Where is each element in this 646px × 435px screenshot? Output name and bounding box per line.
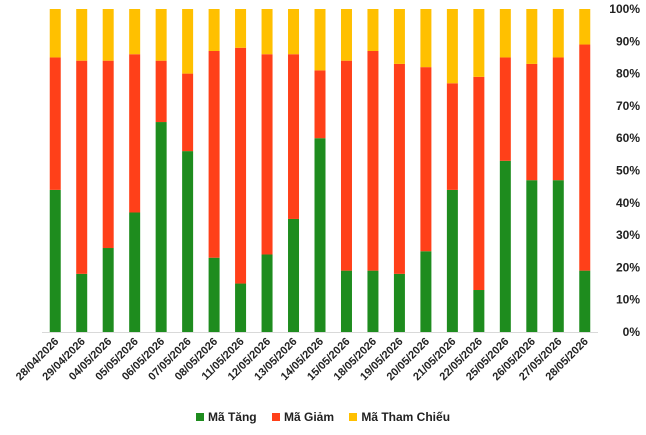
legend-item-ma-tham-chieu: Mã Tham Chiếu: [349, 410, 450, 424]
bar-segment-ma-tang-7: [235, 283, 247, 332]
bar-segment-ma-tang-6: [208, 257, 220, 332]
legend-swatch-ma-tang: [195, 413, 204, 421]
bar-segment-ma-tang-2: [102, 248, 114, 332]
bar-segment-ma-tang-19: [552, 180, 564, 332]
legend-swatch-ma-giam: [271, 413, 280, 421]
bar-segment-ma-giam-4: [155, 60, 167, 123]
bar-segment-ma-tang-5: [182, 151, 194, 332]
bar-segment-ma-giam-6: [208, 50, 220, 258]
y-tick-label: 30%: [616, 228, 640, 242]
bar-segment-ma-tang-8: [261, 254, 273, 332]
bar-segment-ma-giam-7: [235, 47, 247, 284]
y-tick-label: 40%: [616, 196, 640, 210]
bar-segment-ma-tham-chieu-5: [182, 9, 194, 74]
bar-segment-ma-tham-chieu-6: [208, 9, 220, 51]
legend-swatch-ma-tham-chieu: [349, 413, 358, 421]
bar-segment-ma-tham-chieu-2: [102, 9, 114, 61]
bar-segment-ma-giam-2: [102, 60, 114, 249]
bar-segment-ma-tham-chieu-19: [552, 9, 564, 58]
bar-segment-ma-giam-3: [129, 54, 141, 213]
y-tick-label: 60%: [616, 131, 640, 145]
y-tick-label: 20%: [616, 260, 640, 274]
bar-segment-ma-giam-19: [552, 57, 564, 181]
legend-item-ma-tang: Mã Tăng: [195, 410, 257, 424]
bar-segment-ma-giam-0: [49, 57, 61, 190]
bar-segment-ma-tham-chieu-12: [367, 9, 379, 51]
bar-segment-ma-giam-16: [473, 76, 485, 291]
bar-segment-ma-giam-9: [288, 54, 300, 219]
bar-segment-ma-tang-9: [288, 218, 300, 332]
bar-segment-ma-tang-13: [393, 273, 405, 332]
bar-segment-ma-tang-1: [76, 273, 88, 332]
bar-segment-ma-tang-17: [499, 160, 511, 332]
bar-segment-ma-tang-12: [367, 270, 379, 332]
bar-segment-ma-tham-chieu-3: [129, 9, 141, 55]
bar-segment-ma-giam-11: [340, 60, 352, 271]
bar-segment-ma-tang-0: [49, 189, 61, 332]
bar-segment-ma-giam-13: [393, 63, 405, 274]
y-tick-label: 90%: [616, 34, 640, 48]
bar-segment-ma-tang-16: [473, 290, 485, 332]
bar-segment-ma-tham-chieu-8: [261, 9, 273, 55]
y-axis: 0% 10% 20% 30% 40% 50% 60% 70% 80% 90% 100%: [609, 2, 640, 339]
bar-segment-ma-tham-chieu-11: [340, 9, 352, 61]
legend-label-ma-tang: Mã Tăng: [207, 410, 257, 424]
bar-segment-ma-tang-3: [129, 212, 141, 332]
legend-label-ma-giam: Mã Giảm: [283, 410, 334, 424]
bar-segment-ma-tham-chieu-9: [288, 9, 300, 55]
bar-segment-ma-giam-18: [526, 63, 538, 181]
bar-segment-ma-tham-chieu-7: [235, 9, 247, 48]
bar-segment-ma-tham-chieu-14: [420, 9, 432, 68]
bar-segment-ma-tham-chieu-18: [526, 9, 538, 64]
bar-segment-ma-giam-20: [579, 44, 591, 271]
bar-segment-ma-tham-chieu-20: [579, 9, 591, 45]
bar-segment-ma-tham-chieu-13: [393, 9, 405, 64]
bar-segment-ma-tang-15: [446, 189, 458, 332]
bar-segment-ma-giam-5: [182, 73, 194, 152]
x-axis: 28/04/202629/04/202604/05/202605/05/2026…: [14, 332, 598, 383]
y-tick-label: 100%: [609, 2, 640, 16]
y-tick-label: 0%: [623, 325, 641, 339]
bar-segment-ma-tham-chieu-10: [314, 9, 326, 71]
bar-segment-ma-giam-12: [367, 50, 379, 271]
y-tick-label: 10%: [616, 293, 640, 307]
bar-segment-ma-tang-11: [340, 270, 352, 332]
legend: Mã Tăng Mã Giảm Mã Tham Chiếu: [0, 410, 646, 424]
bar-segment-ma-tham-chieu-15: [446, 9, 458, 84]
bar-segment-ma-giam-17: [499, 57, 511, 161]
bar-segment-ma-tang-10: [314, 138, 326, 332]
bar-segment-ma-tham-chieu-1: [76, 9, 88, 61]
bar-segment-ma-tham-chieu-0: [49, 9, 61, 58]
bar-segment-ma-giam-8: [261, 54, 273, 255]
bar-segment-ma-tang-18: [526, 180, 538, 332]
bar-segment-ma-tham-chieu-17: [499, 9, 511, 58]
bar-segment-ma-tham-chieu-16: [473, 9, 485, 77]
y-tick-label: 50%: [616, 164, 640, 178]
bars-layer: [49, 9, 591, 332]
y-tick-label: 80%: [616, 67, 640, 81]
bar-segment-ma-giam-15: [446, 83, 458, 190]
bar-segment-ma-tham-chieu-4: [155, 9, 167, 61]
bar-segment-ma-giam-10: [314, 70, 326, 139]
bar-segment-ma-giam-14: [420, 67, 432, 252]
legend-label-ma-tham-chieu: Mã Tham Chiếu: [361, 410, 451, 424]
legend-item-ma-giam: Mã Giảm: [271, 410, 334, 424]
bar-segment-ma-tang-20: [579, 270, 591, 332]
bar-segment-ma-tang-4: [155, 122, 167, 332]
y-tick-label: 70%: [616, 99, 640, 113]
bar-segment-ma-giam-1: [76, 60, 88, 274]
bar-segment-ma-tang-14: [420, 251, 432, 332]
